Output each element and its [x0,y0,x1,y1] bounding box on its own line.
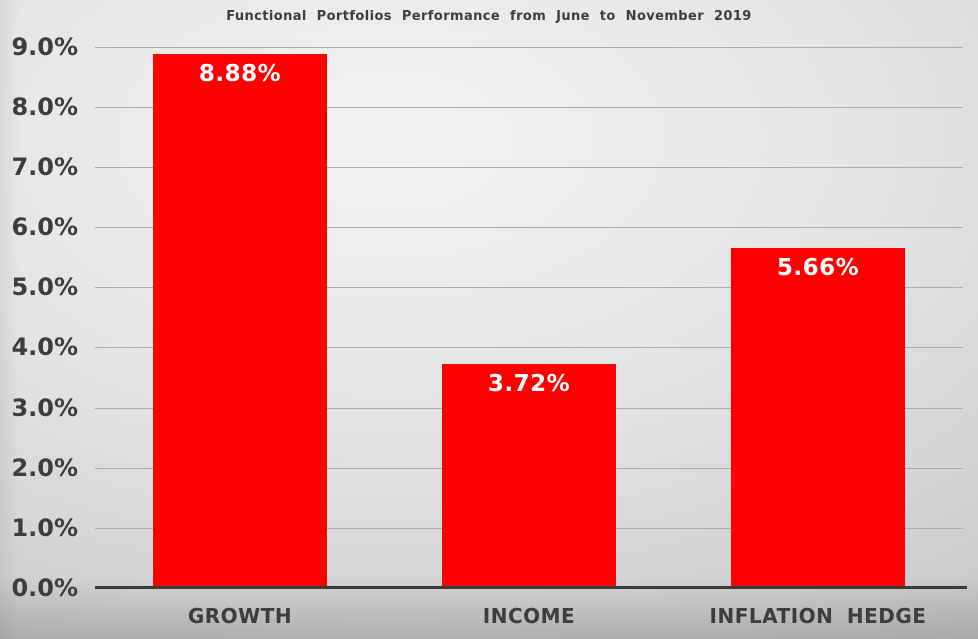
x-category-label: INFLATION HEDGE [709,604,927,628]
bar-income: 3.72% [442,364,616,588]
y-tick-label: 0.0% [11,574,78,602]
y-tick-label: 9.0% [11,33,78,61]
bar-value-label: 8.88% [198,61,282,87]
x-category-label: GROWTH [187,604,293,628]
x-category-label: INCOME [482,604,576,628]
y-tick-label: 7.0% [11,153,78,181]
bar-value-label: 5.66% [776,255,860,281]
gridline [95,47,963,48]
y-tick-label: 4.0% [11,333,78,361]
y-tick-label: 1.0% [11,514,78,542]
gridline [95,167,963,168]
bar-value-label: 3.72% [487,371,571,397]
y-tick-label: 6.0% [11,213,78,241]
y-tick-label: 3.0% [11,394,78,422]
chart-title: Functional Portfolios Performance from J… [226,9,752,24]
gridline [95,107,963,108]
y-tick-label: 2.0% [11,454,78,482]
x-axis-line [95,586,967,589]
gridline [95,227,963,228]
bar-inflation-hedge: 5.66% [731,248,905,588]
gridline [95,287,963,288]
gridline [95,347,963,348]
bar-growth: 8.88% [153,54,327,588]
y-tick-label: 5.0% [11,273,78,301]
y-tick-label: 8.0% [11,93,78,121]
